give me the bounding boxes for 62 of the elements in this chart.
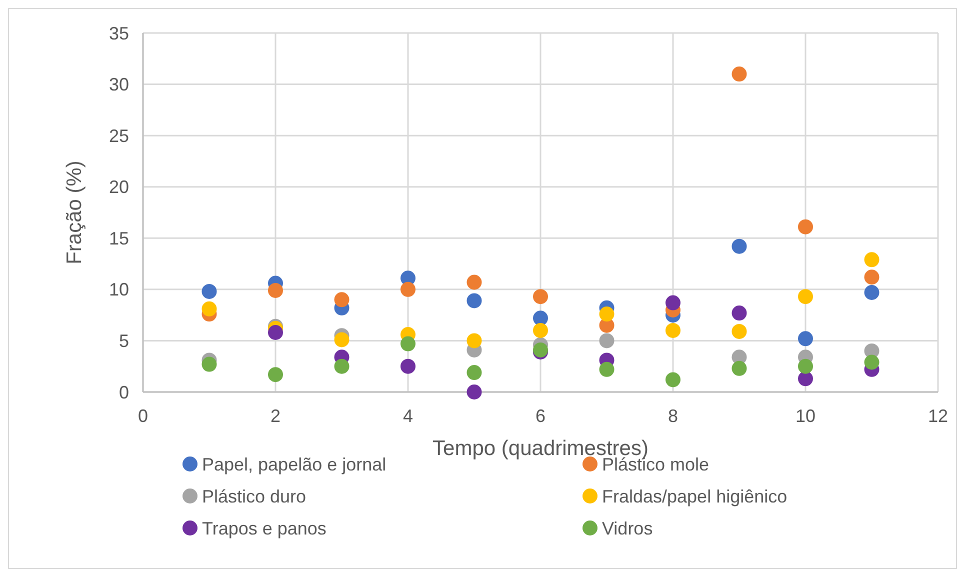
y-axis-title: Fração (%) [63,160,86,264]
point [864,285,880,300]
point [466,333,482,348]
y-tick-label: 35 [108,23,129,44]
point [864,252,880,268]
point [268,367,283,382]
point [466,365,482,380]
point [466,384,482,400]
point [732,360,747,376]
legend-label: Papel, papelão e jornal [202,454,386,474]
point [334,332,350,348]
point [533,289,548,304]
point [798,219,813,234]
y-tick-label: 20 [108,177,129,198]
point [599,362,614,377]
point [599,333,614,348]
point [864,270,880,285]
y-tick-label: 5 [118,331,129,352]
point [334,358,350,374]
point [334,292,350,308]
legend-label: Vidros [602,518,653,538]
point [268,325,283,340]
x-tick-label: 2 [270,406,281,426]
legend-label: Trapos e panos [202,518,326,538]
x-tick-label: 4 [402,406,414,426]
point [798,331,813,346]
point [202,284,217,299]
y-tick-label: 10 [108,280,129,300]
legend-label: Fraldas/papel higiênico [602,486,788,506]
point [666,322,680,338]
point [666,295,680,310]
point [798,289,813,304]
x-tick-label: 6 [535,406,546,426]
point [400,336,416,352]
point [466,293,482,308]
x-axis-title: Tempo (quadrimestres) [432,437,648,460]
point [798,358,813,374]
legend-label: Plástico duro [202,486,306,506]
point [732,324,747,339]
x-tick-label: 8 [668,406,678,426]
y-tick-label: 15 [108,228,129,248]
y-tick-label: 25 [108,126,129,146]
point [400,358,416,374]
point [732,306,747,321]
point [268,282,283,298]
point [666,372,680,388]
y-tick-label: 30 [108,74,129,95]
point [466,274,482,290]
point [599,306,614,322]
point [798,371,813,386]
point [864,354,880,370]
point [533,310,548,326]
y-tick-label: 0 [118,382,129,402]
point [400,282,416,297]
point [202,301,217,316]
point [202,356,217,372]
point [732,238,747,254]
point [533,322,548,338]
x-tick-label: 12 [928,406,948,426]
point [732,66,747,82]
x-tick-label: 0 [138,406,148,426]
x-tick-label: 10 [795,406,816,426]
